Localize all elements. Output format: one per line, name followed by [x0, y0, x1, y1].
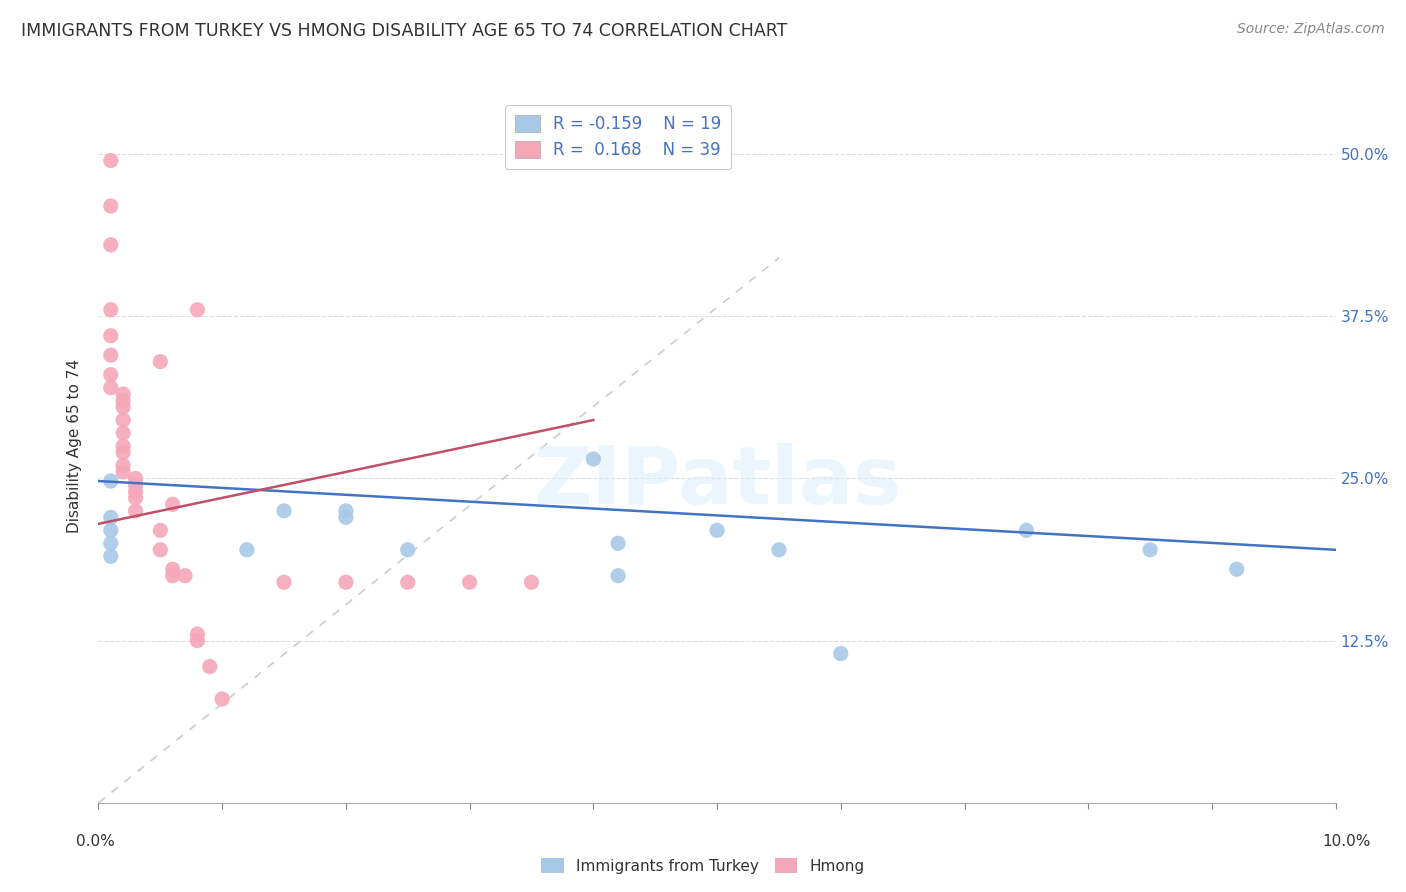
Point	[100, 510, 122, 524]
Point	[124, 484, 146, 499]
Point	[100, 368, 122, 382]
Point	[186, 627, 208, 641]
Text: 0.0%: 0.0%	[76, 834, 115, 849]
Point	[174, 568, 197, 582]
Point	[273, 575, 295, 590]
Point	[149, 542, 172, 557]
Point	[273, 504, 295, 518]
Point	[112, 439, 135, 453]
Y-axis label: Disability Age 65 to 74: Disability Age 65 to 74	[67, 359, 83, 533]
Point	[236, 542, 259, 557]
Point	[520, 575, 543, 590]
Point	[112, 465, 135, 479]
Text: ZIPatlas: ZIPatlas	[533, 442, 901, 521]
Point	[458, 575, 481, 590]
Point	[706, 524, 728, 538]
Point	[198, 659, 221, 673]
Point	[100, 524, 122, 538]
Point	[186, 302, 208, 317]
Point	[396, 542, 419, 557]
Point	[149, 354, 172, 368]
Point	[112, 445, 135, 459]
Point	[100, 474, 122, 488]
Point	[335, 510, 357, 524]
Point	[1139, 542, 1161, 557]
Point	[830, 647, 852, 661]
Text: IMMIGRANTS FROM TURKEY VS HMONG DISABILITY AGE 65 TO 74 CORRELATION CHART: IMMIGRANTS FROM TURKEY VS HMONG DISABILI…	[21, 22, 787, 40]
Point	[162, 568, 184, 582]
Point	[149, 524, 172, 538]
Point	[607, 568, 630, 582]
Point	[335, 504, 357, 518]
Point	[100, 536, 122, 550]
Legend: R = -0.159    N = 19, R =  0.168    N = 39: R = -0.159 N = 19, R = 0.168 N = 39	[505, 104, 731, 169]
Point	[162, 497, 184, 511]
Point	[112, 387, 135, 401]
Point	[124, 504, 146, 518]
Point	[100, 153, 122, 168]
Point	[112, 458, 135, 473]
Text: 10.0%: 10.0%	[1323, 834, 1371, 849]
Point	[396, 575, 419, 590]
Point	[162, 562, 184, 576]
Point	[768, 542, 790, 557]
Point	[100, 549, 122, 564]
Point	[607, 536, 630, 550]
Point	[100, 302, 122, 317]
Point	[100, 238, 122, 252]
Point	[124, 491, 146, 505]
Point	[112, 413, 135, 427]
Legend: Immigrants from Turkey, Hmong: Immigrants from Turkey, Hmong	[536, 852, 870, 880]
Text: Source: ZipAtlas.com: Source: ZipAtlas.com	[1237, 22, 1385, 37]
Point	[1015, 524, 1038, 538]
Point	[100, 199, 122, 213]
Point	[112, 400, 135, 414]
Point	[100, 381, 122, 395]
Point	[100, 328, 122, 343]
Point	[124, 478, 146, 492]
Point	[112, 393, 135, 408]
Point	[335, 575, 357, 590]
Point	[124, 471, 146, 485]
Point	[211, 692, 233, 706]
Point	[112, 425, 135, 440]
Point	[186, 633, 208, 648]
Point	[582, 452, 605, 467]
Point	[100, 348, 122, 362]
Point	[1226, 562, 1249, 576]
